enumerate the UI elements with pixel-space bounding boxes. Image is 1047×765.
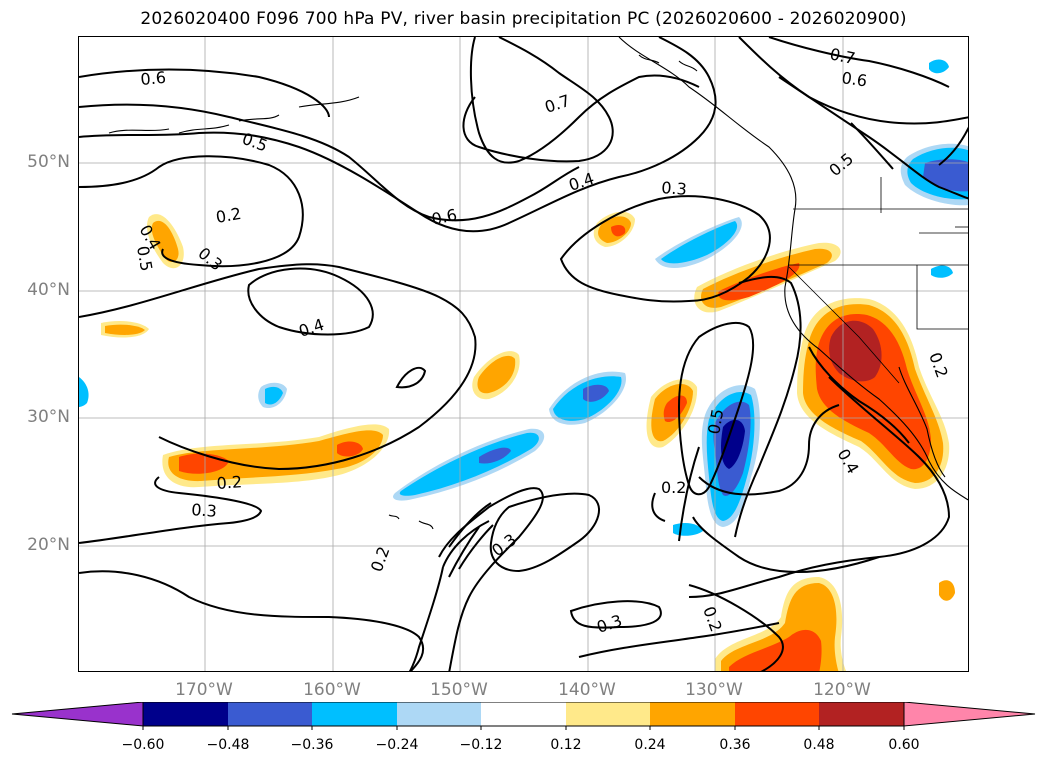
colorbar-extend-high (903, 702, 1036, 727)
colorbar-tick: −0.36 (290, 737, 334, 753)
map-canvas: 0.6 0.7 0.7 0.6 0.5 0.5 0.2 0.3 0.4 0.5 … (79, 37, 968, 671)
lat-label-50n: 50°N (27, 152, 70, 172)
contour-label: 0.2 (925, 350, 952, 380)
contour-label: 0.3 (661, 178, 688, 199)
colorbar-segment (143, 702, 228, 726)
contour-label: 0.4 (566, 169, 596, 195)
negative-anomaly-shading (79, 59, 968, 536)
colorbar-segment (735, 702, 819, 726)
contour-label: 0.6 (430, 205, 459, 229)
contour-label: 0.3 (194, 244, 226, 275)
contour-label: 0.6 (140, 68, 167, 89)
lon-label-120w: 120°W (813, 680, 871, 700)
colorbar-extend-low (11, 702, 144, 727)
colorbar-tick: 0.24 (634, 737, 666, 753)
map-title: 2026020400 F096 700 hPa PV, river basin … (140, 9, 907, 29)
contour-label: 0.4 (834, 446, 863, 478)
contour-label: 0.7 (542, 91, 572, 117)
contour-label: 0.5 (704, 407, 727, 435)
colorbar-segment (819, 702, 904, 726)
colorbar-segment (650, 702, 735, 726)
contour-label: 0.3 (191, 500, 218, 521)
contour-label: 0.2 (699, 604, 726, 634)
contour-label: 0.7 (828, 44, 857, 68)
lon-label-140w: 140°W (558, 680, 616, 700)
lon-label-170w: 170°W (175, 680, 233, 700)
contour-label: 0.2 (214, 204, 242, 227)
colorbar-tick: 0.36 (719, 737, 751, 753)
state-borders (788, 177, 968, 384)
colorbar-segment (481, 702, 566, 726)
colorbar-segment (397, 702, 481, 726)
contour-label: 0.3 (594, 611, 624, 637)
colorbar-segment (312, 702, 397, 726)
colorbar-tick: −0.60 (121, 737, 165, 753)
contour-label: 0.5 (240, 129, 270, 156)
colorbar-tick: 0.48 (803, 737, 835, 753)
contour-label: 0.5 (133, 244, 156, 272)
lon-label-160w: 160°W (303, 680, 361, 700)
lat-label-20n: 20°N (27, 535, 70, 555)
colorbar-tick: −0.12 (459, 737, 503, 753)
contour-label: 0.6 (840, 68, 868, 90)
colorbar-tick: −0.48 (206, 737, 250, 753)
contour-label: 0.2 (661, 478, 686, 497)
pv-contours (79, 37, 968, 671)
colorbar-tick: 0.60 (888, 737, 920, 753)
colorbar-segment (228, 702, 312, 726)
colorbar-tick: 0.12 (550, 737, 582, 753)
colorbar-tick: −0.24 (375, 737, 419, 753)
lon-label-130w: 130°W (685, 680, 743, 700)
contour-label: 0.4 (296, 315, 326, 341)
map-frame: 0.6 0.7 0.7 0.6 0.5 0.5 0.2 0.3 0.4 0.5 … (78, 36, 969, 672)
contour-label: 0.2 (216, 472, 243, 493)
coastlines (108, 37, 968, 530)
lon-label-150w: 150°W (430, 680, 488, 700)
contour-label: 0.5 (825, 149, 857, 180)
contour-label: 0.2 (367, 544, 394, 574)
colorbar-segment (566, 702, 650, 726)
lat-label-30n: 30°N (27, 407, 70, 427)
colorbar (11, 702, 1036, 730)
lat-label-40n: 40°N (27, 280, 70, 300)
